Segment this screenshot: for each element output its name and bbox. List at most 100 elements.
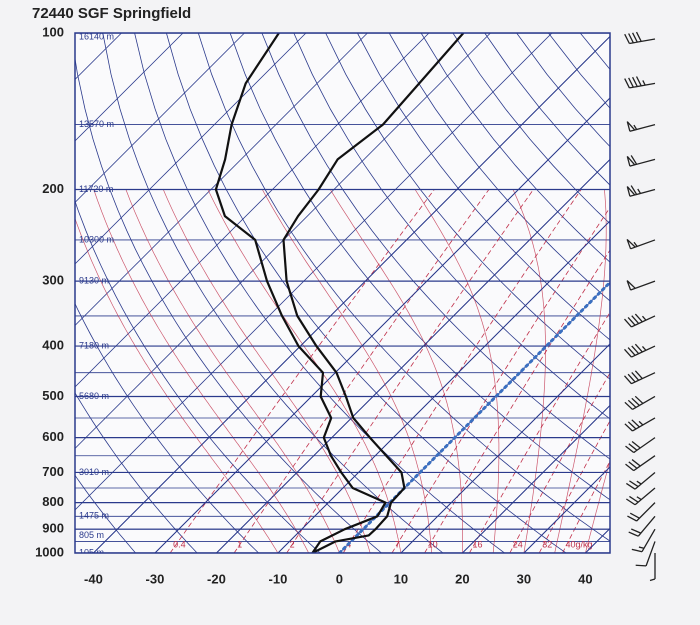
y-tick-label: 500: [42, 388, 64, 403]
mixing-ratio-line: [424, 249, 610, 553]
height-label: 1475 m: [79, 511, 109, 521]
x-tick-label: -30: [146, 571, 165, 586]
mixing-ratio-label: 7: [395, 539, 400, 549]
isotherm: [75, 33, 245, 204]
wind-barb: [626, 185, 656, 197]
wind-barb: [625, 455, 656, 472]
dry-adiabat: [420, 33, 610, 263]
wind-barb: [624, 395, 656, 411]
height-label: 5680 m: [79, 391, 109, 401]
height-label: 13570 m: [79, 119, 114, 129]
dry-adiabat: [75, 56, 382, 553]
x-tick-label: -20: [207, 571, 226, 586]
dry-adiabat: [261, 33, 610, 460]
dry-adiabat: [325, 33, 610, 380]
x-tick-label: 0: [336, 571, 343, 586]
mixing-ratio-label: 32: [542, 539, 552, 549]
dry-adiabat: [75, 392, 198, 553]
isotherm: [75, 33, 368, 327]
y-tick-label: 1000: [35, 544, 64, 559]
wind-barb: [626, 471, 656, 490]
wind-barb: [624, 343, 656, 358]
mixing-ratio-label: 10: [428, 539, 438, 549]
wind-barb: [649, 553, 656, 582]
dry-adiabat: [197, 33, 610, 542]
dry-adiabat: [388, 33, 610, 302]
wind-barb: [624, 76, 656, 89]
isotherm: [75, 33, 553, 511]
x-tick-label: 20: [455, 571, 469, 586]
isotherm-grid: [277, 220, 610, 553]
wind-barb: [624, 313, 656, 328]
y-tick-label: 800: [42, 494, 64, 509]
height-label: 805 m: [79, 530, 104, 540]
x-tick-label: 10: [394, 571, 408, 586]
plot-frame: [74, 32, 611, 554]
dry-adiabat: [75, 199, 321, 553]
wind-barb: [628, 515, 656, 537]
isotherm: [75, 33, 307, 265]
x-tick-label: 30: [517, 571, 531, 586]
y-tick-label: 600: [42, 429, 64, 444]
mixing-ratio-label: 40g/kg: [566, 539, 593, 549]
dry-adiabat: [102, 33, 444, 553]
dry-adiabat: [75, 302, 259, 553]
y-tick-label: 400: [42, 338, 64, 353]
height-label: 11720 m: [79, 184, 113, 194]
freezing-isotherm: [337, 280, 610, 553]
dry-adiabat: [357, 33, 610, 341]
dewpoint-line: [214, 33, 387, 553]
wind-barb: [624, 31, 656, 45]
isotherm-grid: [154, 97, 610, 553]
y-tick-label: 200: [42, 181, 64, 196]
y-tick-label: 900: [42, 521, 64, 536]
wind-barb: [626, 238, 656, 250]
height-label: 16140 m: [79, 31, 114, 41]
isotherm: [75, 33, 430, 388]
isotherm-grid: [215, 158, 610, 553]
wind-barb: [626, 121, 656, 132]
isotherm-grid: [461, 404, 610, 553]
height-label: 7180 m: [79, 340, 109, 350]
wind-barb: [635, 541, 656, 567]
moist-adiabat: [585, 459, 610, 553]
dry-adiabat: [75, 474, 136, 553]
wind-barb: [624, 370, 656, 385]
y-tick-label: 300: [42, 273, 64, 288]
mixing-ratio-line: [562, 460, 610, 553]
x-tick-label: 40: [578, 571, 592, 586]
isotherm: [75, 33, 491, 450]
isotherm-grid: [92, 35, 610, 553]
wind-barb: [625, 437, 656, 454]
wind-barb: [627, 502, 656, 522]
wind-barb: [631, 528, 656, 553]
mixing-ratio-label: 16: [472, 539, 482, 549]
height-label: 3010 m: [79, 467, 109, 477]
isotherm-grid: [400, 343, 610, 553]
wind-barb: [626, 155, 656, 167]
mixing-ratio-label: 2: [290, 539, 295, 549]
chart-title: 72440 SGF Springfield: [32, 5, 191, 22]
wind-barb: [624, 417, 656, 432]
mixing-ratio-line: [391, 206, 610, 553]
isotherm: [75, 33, 184, 142]
y-tick-label: 100: [42, 24, 64, 39]
height-label: 10300 m: [79, 234, 114, 244]
mixing-ratio-label: 1: [237, 539, 242, 549]
dry-adiabat: [229, 33, 610, 501]
dry-adiabat: [134, 33, 505, 553]
dry-adiabat: [293, 33, 610, 420]
height-label: 9130 m: [79, 275, 109, 285]
temperature-line: [282, 33, 465, 553]
x-tick-label: -40: [84, 571, 103, 586]
mixing-ratio-label: 24: [513, 539, 523, 549]
height-label: 105 m: [79, 547, 104, 557]
mixing-ratio-line: [169, 189, 435, 553]
wind-barb: [626, 487, 656, 506]
x-tick-label: -10: [269, 571, 288, 586]
wind-barb: [626, 280, 656, 291]
mixing-ratio-label: 0.4: [173, 539, 186, 549]
y-tick-label: 700: [42, 464, 64, 479]
